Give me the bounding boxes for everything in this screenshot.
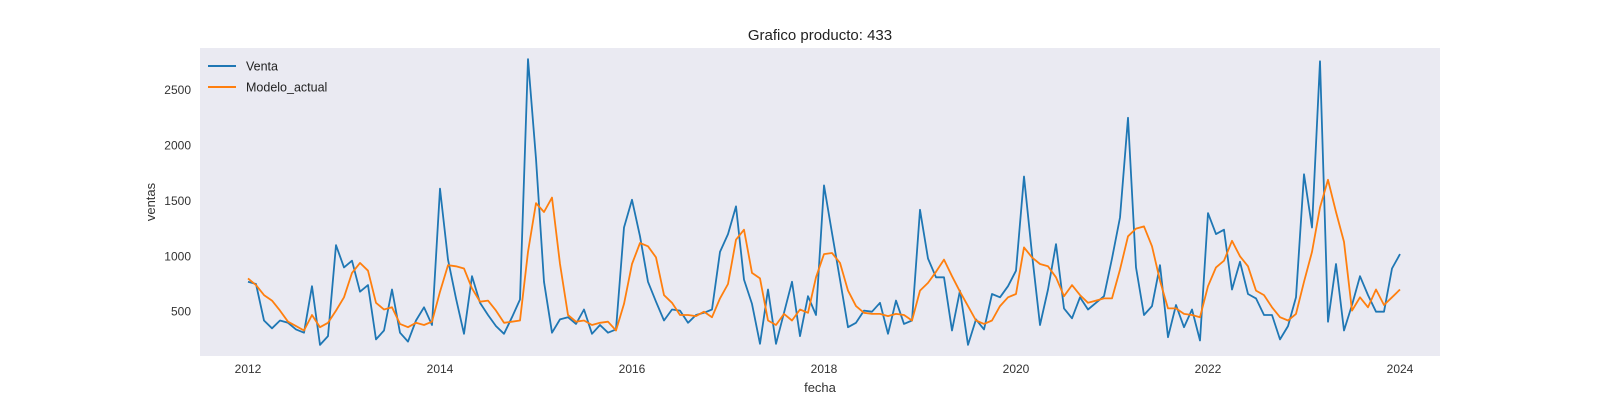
y-tick-label: 2500 [164,83,191,97]
x-tick-label: 2012 [235,362,262,376]
series-line-modelo-actual [247,178,1401,332]
x-tick-label: 2024 [1387,362,1414,376]
legend-label: Venta [246,60,278,74]
x-tick-label: 2020 [1003,362,1030,376]
y-tick-label: 2000 [164,138,191,152]
y-tick-label: 500 [171,305,191,319]
legend: Venta Modelo_actual [208,60,327,95]
series-line-venta [247,58,1401,346]
series-lines [247,58,1401,346]
x-axis-label: fecha [804,380,837,395]
y-tick-label: 1000 [164,249,191,263]
x-tick-label: 2014 [427,362,454,376]
x-tick-label: 2018 [811,362,838,376]
y-tick-labels: 500 1000 1500 2000 2500 [164,83,191,319]
x-tick-label: 2016 [619,362,646,376]
legend-label: Modelo_actual [246,81,327,95]
chart-title: Grafico producto: 433 [748,27,892,44]
x-tick-labels: 2012 2014 2016 2018 2020 2022 2024 [235,362,1414,376]
y-tick-label: 1500 [164,194,191,208]
plot-area [200,48,1440,356]
y-axis-label: ventas [143,182,158,221]
x-tick-label: 2022 [1195,362,1222,376]
